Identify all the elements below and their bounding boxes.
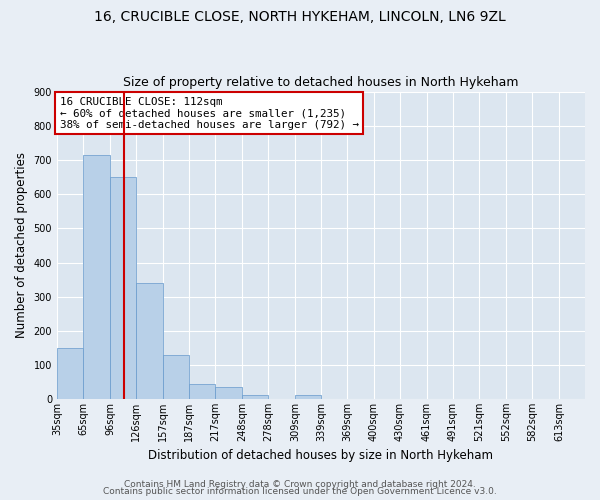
Text: Contains public sector information licensed under the Open Government Licence v3: Contains public sector information licen… bbox=[103, 487, 497, 496]
Text: 16, CRUCIBLE CLOSE, NORTH HYKEHAM, LINCOLN, LN6 9ZL: 16, CRUCIBLE CLOSE, NORTH HYKEHAM, LINCO… bbox=[94, 10, 506, 24]
Bar bbox=[189, 384, 215, 399]
Bar bbox=[215, 387, 242, 399]
Bar bbox=[57, 348, 83, 399]
Bar bbox=[295, 396, 321, 399]
Text: Contains HM Land Registry data © Crown copyright and database right 2024.: Contains HM Land Registry data © Crown c… bbox=[124, 480, 476, 489]
Bar bbox=[242, 396, 268, 399]
Text: 16 CRUCIBLE CLOSE: 112sqm
← 60% of detached houses are smaller (1,235)
38% of se: 16 CRUCIBLE CLOSE: 112sqm ← 60% of detac… bbox=[59, 96, 359, 130]
Bar bbox=[110, 178, 136, 399]
Bar bbox=[83, 155, 110, 399]
Title: Size of property relative to detached houses in North Hykeham: Size of property relative to detached ho… bbox=[123, 76, 519, 90]
Y-axis label: Number of detached properties: Number of detached properties bbox=[15, 152, 28, 338]
Bar bbox=[163, 354, 189, 399]
X-axis label: Distribution of detached houses by size in North Hykeham: Distribution of detached houses by size … bbox=[148, 450, 493, 462]
Bar bbox=[136, 283, 163, 399]
